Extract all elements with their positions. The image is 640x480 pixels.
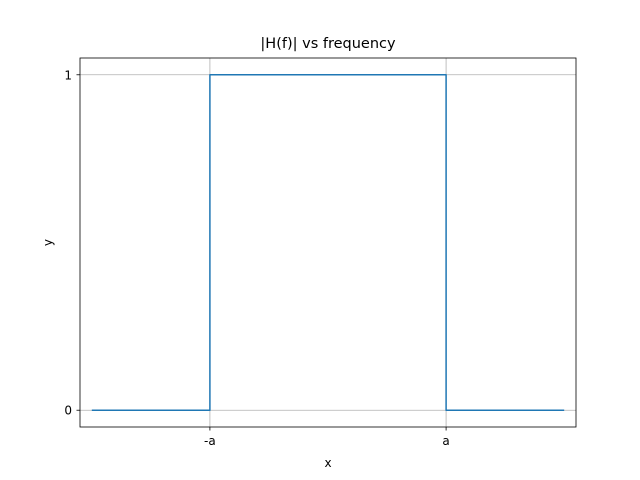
tick-layer: -a a 0 1 <box>64 68 449 448</box>
y-tick-label: 0 <box>64 404 72 418</box>
y-axis-label: y <box>41 239 55 246</box>
series-layer <box>91 74 565 411</box>
x-axis-label: x <box>324 456 331 470</box>
series-line <box>91 74 565 411</box>
chart-title: |H(f)| vs frequency <box>260 36 396 52</box>
x-tick-label: a <box>442 434 449 448</box>
y-tick-label: 1 <box>64 68 72 82</box>
axes-frame <box>79 57 577 428</box>
x-tick-label: -a <box>204 434 216 448</box>
